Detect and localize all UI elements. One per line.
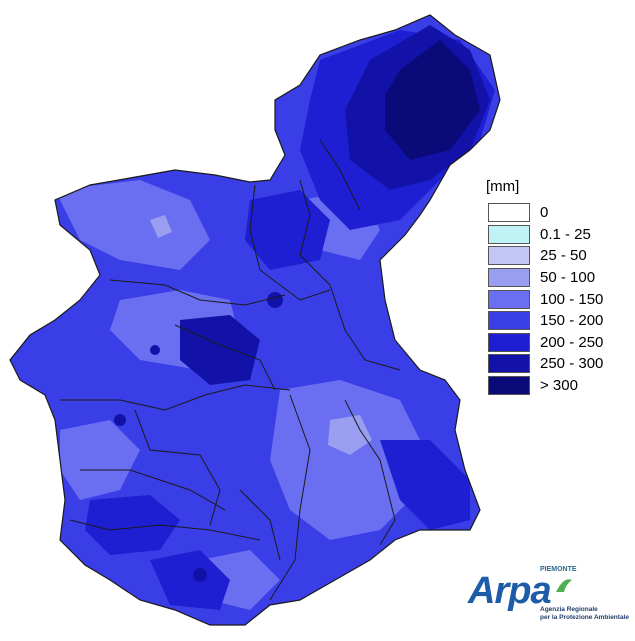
legend-item: 150 - 200 xyxy=(480,310,620,332)
legend-swatch xyxy=(488,203,530,223)
legend-swatch xyxy=(488,289,530,309)
legend-list: 0 0.1 - 25 25 - 50 50 - 100 100 - 150 150 - 2… xyxy=(480,202,620,396)
legend-swatch xyxy=(488,311,530,331)
legend-label: 50 - 100 xyxy=(540,269,596,287)
legend-label: 0 xyxy=(540,204,549,222)
legend-item: 250 - 300 xyxy=(480,353,620,375)
logo-wordmark: Arpa xyxy=(468,570,552,612)
legend-label: > 300 xyxy=(540,377,578,395)
legend-label: 0.1 - 25 xyxy=(540,225,591,243)
legend-label: 100 - 150 xyxy=(540,290,604,308)
legend-label: 150 - 200 xyxy=(540,312,604,330)
legend-swatch xyxy=(488,224,530,244)
legend: [mm] 0 0.1 - 25 25 - 50 50 - 100 100 - 150 15… xyxy=(480,178,620,397)
legend-swatch xyxy=(488,376,530,396)
legend-swatch xyxy=(488,246,530,266)
legend-item: > 300 xyxy=(480,375,620,397)
legend-swatch xyxy=(488,332,530,352)
legend-label: 250 - 300 xyxy=(540,355,604,373)
legend-item: 0.1 - 25 xyxy=(480,224,620,246)
legend-item: 100 - 150 xyxy=(480,288,620,310)
legend-item: 25 - 50 xyxy=(480,245,620,267)
legend-item: 200 - 250 xyxy=(480,332,620,354)
arpa-logo: PIEMONTE Arpa Agenzia Regionale per la P… xyxy=(468,566,629,624)
logo-subtitle-2: per la Protezione Ambientale xyxy=(540,614,629,621)
logo-subtitle-1: Agenzia Regionale xyxy=(540,606,598,613)
legend-item: 50 - 100 xyxy=(480,267,620,289)
legend-label: 25 - 50 xyxy=(540,247,587,265)
logo-region-text: PIEMONTE xyxy=(540,566,577,573)
legend-title: [mm] xyxy=(486,178,520,195)
legend-item: 0 xyxy=(480,202,620,224)
legend-swatch xyxy=(488,354,530,374)
legend-label: 200 - 250 xyxy=(540,333,604,351)
legend-swatch xyxy=(488,268,530,288)
logo-leaf-icon xyxy=(556,579,572,592)
